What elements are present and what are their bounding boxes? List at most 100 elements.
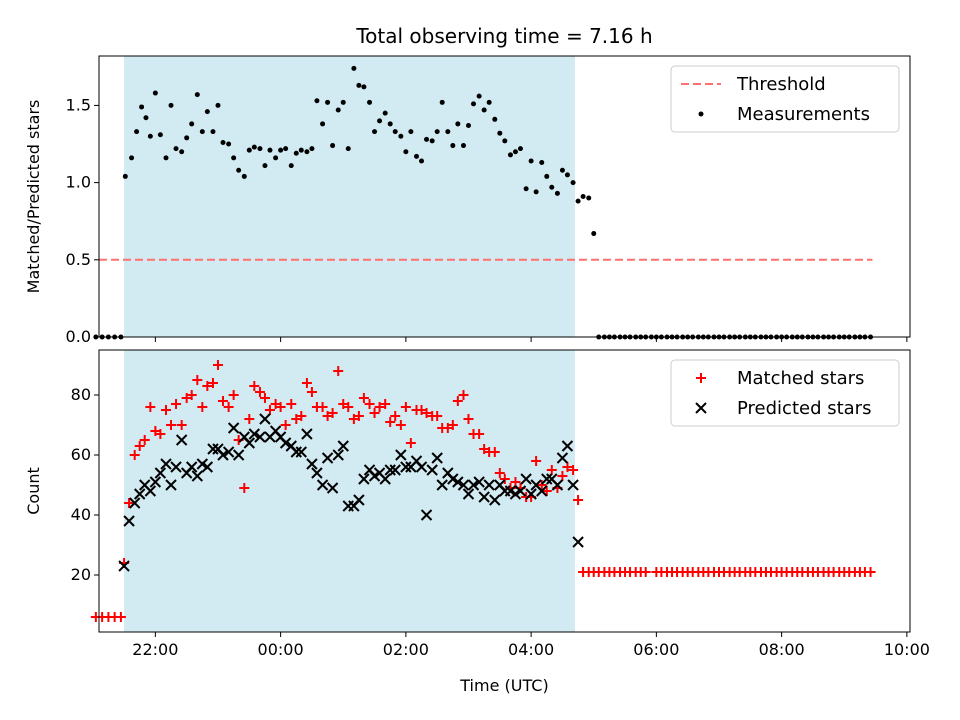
data-point: [536, 485, 548, 497]
data-point: [293, 150, 299, 156]
x-tick-label: 06:00: [633, 640, 679, 659]
data-point: [517, 146, 523, 152]
shaded-span: [124, 350, 575, 632]
y-tick-label: 40: [71, 505, 91, 524]
data-point: [249, 381, 260, 391]
data-point: [320, 121, 326, 127]
y-tick-label: 60: [71, 445, 91, 464]
data-point: [494, 468, 505, 478]
data-point: [372, 129, 378, 135]
data-point: [254, 387, 265, 397]
data-point: [279, 437, 292, 449]
data-point: [286, 399, 297, 409]
data-point: [489, 494, 501, 506]
data-point: [351, 65, 357, 71]
data-point: [259, 393, 270, 403]
data-point: [385, 417, 396, 427]
y-tick-label: 0.0: [66, 327, 91, 346]
data-point: [220, 139, 226, 145]
y-tick-label: 1.5: [66, 95, 91, 114]
data-point: [123, 515, 135, 527]
data-point: [139, 104, 145, 110]
data-point: [389, 464, 401, 476]
data-point: [239, 483, 250, 493]
data-point: [405, 438, 416, 448]
data-point: [419, 158, 425, 164]
data-point: [467, 479, 480, 491]
data-point: [304, 149, 310, 155]
data-point: [343, 402, 354, 412]
data-point: [528, 158, 534, 164]
data-point: [414, 153, 420, 159]
data-point: [332, 449, 344, 461]
x-tick-label: 04:00: [508, 640, 554, 659]
data-point: [447, 420, 458, 430]
data-point: [353, 494, 365, 506]
legend-label: Predicted stars: [737, 398, 871, 419]
data-point: [283, 146, 289, 152]
data-point: [497, 130, 503, 136]
data-point: [442, 423, 453, 433]
data-point: [176, 420, 187, 430]
data-point: [139, 435, 150, 445]
data-point: [317, 402, 328, 412]
data-point: [572, 536, 584, 548]
legend-label: Matched stars: [737, 368, 864, 389]
series-matched-stars: [90, 360, 876, 622]
data-point: [559, 167, 565, 173]
data-point: [150, 426, 161, 436]
data-point: [173, 146, 179, 152]
data-point: [369, 408, 380, 418]
data-point: [541, 473, 553, 485]
data-point: [554, 190, 560, 196]
y-tick-label: 0.5: [66, 250, 91, 269]
data-point: [155, 429, 166, 439]
data-point: [445, 129, 451, 135]
data-point: [335, 107, 341, 113]
legend-marker: [696, 373, 706, 383]
data-point: [557, 471, 568, 481]
data-point: [189, 121, 195, 127]
data-point: [580, 194, 586, 199]
data-point: [338, 399, 349, 409]
data-point: [316, 479, 329, 491]
data-point: [275, 402, 286, 412]
axes-frame: [98, 349, 911, 633]
data-point: [327, 408, 338, 418]
data-point: [486, 99, 492, 105]
data-point: [264, 405, 275, 415]
data-point: [254, 431, 266, 443]
data-point: [236, 167, 242, 173]
data-point: [536, 480, 547, 490]
y-axis-label: Matched/Predicted stars: [24, 100, 43, 294]
data-point: [473, 476, 485, 488]
x-tick-label: 08:00: [759, 640, 805, 659]
data-point: [231, 155, 237, 161]
data-point: [246, 147, 252, 153]
data-point: [421, 408, 432, 418]
data-point: [465, 122, 471, 128]
data-point: [539, 160, 545, 166]
data-point: [270, 399, 281, 409]
data-point: [429, 138, 435, 144]
data-point: [356, 82, 362, 88]
data-point: [227, 422, 240, 434]
data-point: [471, 101, 477, 107]
data-point: [259, 413, 271, 425]
data-point: [463, 414, 474, 424]
data-point: [452, 476, 464, 488]
data-point: [533, 189, 539, 195]
data-point: [204, 109, 210, 115]
data-point: [358, 473, 370, 485]
data-point: [207, 443, 219, 455]
data-point: [134, 129, 140, 135]
x-tick-label: 00:00: [258, 640, 304, 659]
data-point: [133, 488, 146, 500]
data-point: [257, 146, 263, 152]
data-point: [551, 479, 564, 491]
data-point: [481, 107, 487, 113]
data-point: [382, 110, 388, 116]
data-point: [267, 147, 273, 153]
data-point: [184, 135, 190, 141]
data-point: [567, 479, 579, 491]
